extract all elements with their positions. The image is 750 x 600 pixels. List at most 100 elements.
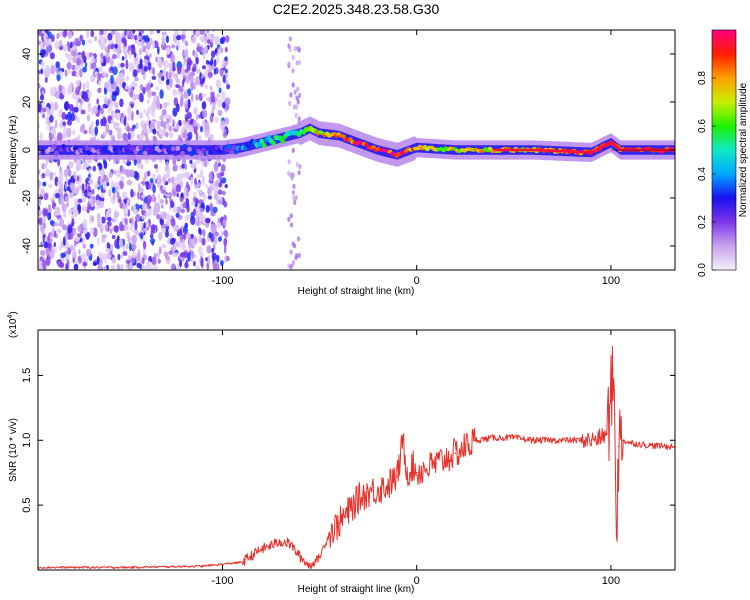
noise-mark [287, 43, 291, 49]
noise-mark [132, 82, 138, 88]
noise-mark [150, 238, 156, 244]
noise-mark [122, 49, 128, 55]
noise-mark [156, 120, 161, 131]
noise-mark [82, 82, 86, 92]
noise-mark [42, 49, 47, 56]
noise-mark [87, 106, 92, 113]
noise-mark [90, 30, 95, 38]
noise-mark [128, 30, 134, 40]
noise-mark [186, 188, 189, 198]
noise-mark [49, 101, 56, 111]
ridge-mark [280, 138, 286, 144]
x-tick-label: 0 [414, 275, 420, 287]
noise-mark [183, 91, 189, 100]
noise-mark [154, 164, 158, 169]
noise-mark [102, 103, 108, 109]
noise-mark [181, 238, 186, 247]
noise-mark [138, 92, 144, 103]
noise-mark [134, 77, 139, 82]
noise-mark [111, 234, 116, 240]
noise-mark [182, 49, 185, 59]
noise-mark [97, 72, 102, 81]
noise-mark [102, 55, 107, 66]
noise-mark [195, 159, 202, 165]
noise-mark [210, 57, 214, 67]
noise-mark [73, 170, 77, 180]
noise-mark [141, 214, 145, 220]
noise-mark [176, 34, 182, 41]
snr-point [309, 565, 311, 567]
noise-mark [82, 243, 87, 249]
noise-mark [100, 58, 104, 64]
noise-mark [58, 222, 64, 227]
ridge-mark [347, 137, 353, 142]
noise-mark [211, 95, 216, 103]
noise-mark [101, 71, 107, 78]
noise-mark [156, 213, 160, 220]
noise-mark [92, 261, 98, 266]
noise-mark [143, 109, 146, 114]
noise-mark [115, 127, 122, 133]
noise-mark [185, 116, 189, 122]
noise-mark [294, 195, 298, 201]
noise-mark [188, 238, 195, 246]
noise-mark [99, 42, 106, 50]
noise-mark [181, 30, 187, 35]
noise-mark [72, 55, 77, 64]
noise-mark [66, 69, 72, 74]
noise-mark [288, 100, 292, 106]
ridge-mark [54, 150, 59, 156]
noise-mark [50, 197, 53, 202]
noise-mark [163, 102, 168, 109]
noise-mark [296, 86, 300, 92]
noise-mark [74, 236, 81, 242]
noise-mark [111, 218, 116, 223]
noise-mark [214, 263, 220, 270]
noise-mark [181, 70, 186, 78]
noise-mark [141, 44, 144, 51]
noise-mark [120, 264, 124, 270]
noise-mark [201, 93, 207, 98]
noise-mark [293, 199, 297, 205]
noise-mark [187, 123, 191, 131]
noise-mark [49, 249, 55, 259]
noise-mark [78, 98, 82, 103]
noise-mark [211, 50, 216, 59]
noise-mark [158, 232, 163, 240]
noise-mark [199, 79, 205, 85]
noise-mark [106, 209, 111, 219]
noise-mark [290, 175, 294, 181]
noise-mark [169, 62, 173, 70]
noise-mark [223, 255, 227, 264]
noise-mark [137, 182, 141, 193]
snr-point [590, 439, 593, 442]
noise-mark [297, 116, 301, 122]
noise-mark [216, 254, 220, 263]
noise-mark [146, 82, 151, 92]
noise-mark [100, 52, 104, 59]
noise-mark [76, 175, 80, 182]
noise-mark [45, 64, 50, 74]
noise-mark [173, 176, 178, 185]
noise-mark [97, 87, 102, 94]
noise-mark [180, 97, 184, 108]
noise-mark [143, 123, 148, 130]
noise-mark [141, 39, 145, 46]
noise-mark [68, 208, 73, 215]
noise-mark [195, 114, 199, 121]
noise-mark [38, 103, 41, 113]
snr-point [617, 446, 620, 448]
noise-mark [177, 65, 182, 75]
noise-mark [170, 118, 174, 126]
noise-mark [75, 98, 79, 108]
noise-mark [161, 31, 167, 36]
noise-mark [172, 61, 176, 72]
noise-mark [217, 199, 223, 205]
chart-title: C2E2.2025.348.23.58.G30 [273, 1, 440, 17]
noise-mark [293, 89, 297, 95]
noise-mark [204, 128, 210, 138]
noise-mark [171, 243, 177, 252]
noise-mark [204, 84, 209, 90]
noise-mark [165, 117, 170, 124]
